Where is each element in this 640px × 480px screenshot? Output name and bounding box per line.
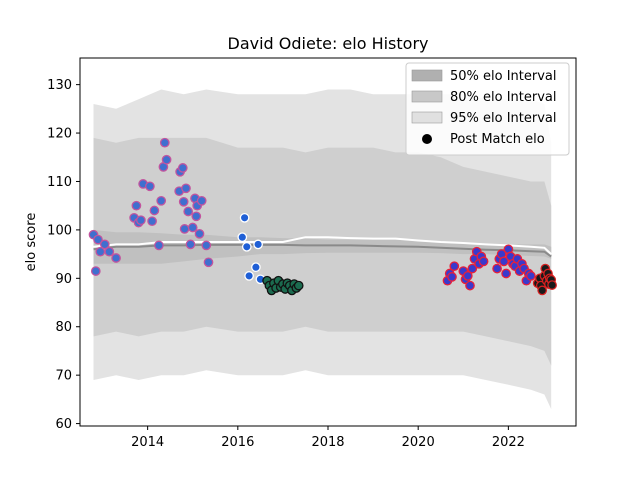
data-point [159, 137, 170, 148]
data-point [93, 234, 103, 245]
y-axis-title: elo score [24, 213, 39, 272]
data-point [241, 241, 252, 252]
data-point [251, 262, 261, 273]
y-tick-label: 90 [55, 272, 72, 287]
legend-label: 95% elo Interval [450, 111, 557, 126]
data-point [181, 183, 191, 194]
legend-marker [422, 134, 432, 144]
legend-box [405, 62, 570, 156]
y-tick-label: 120 [47, 127, 72, 142]
data-point [161, 154, 172, 165]
y-tick-label: 60 [55, 417, 72, 432]
data-point [111, 253, 121, 263]
x-tick-label: 2018 [311, 435, 344, 450]
data-point [178, 196, 189, 207]
data-point [492, 263, 502, 274]
x-tick-label: 2016 [221, 435, 254, 450]
data-point [191, 211, 202, 222]
data-point [187, 222, 198, 233]
data-point [196, 195, 207, 206]
y-tick-label: 70 [55, 369, 72, 384]
data-point [177, 163, 188, 173]
data-point [185, 239, 196, 250]
data-point [99, 239, 110, 250]
data-point [201, 240, 212, 251]
legend-label: 80% elo Interval [450, 90, 557, 105]
data-point [104, 246, 115, 257]
white-line [93, 236, 552, 255]
data-point [156, 195, 167, 206]
data-point [547, 280, 557, 290]
data-point [478, 256, 489, 267]
gray-line [93, 243, 552, 258]
chart-title: David Odiete: elo History [228, 34, 429, 53]
y-tick-label: 80 [55, 320, 72, 335]
data-point [90, 266, 101, 276]
interval-bands [93, 89, 552, 410]
data-point [183, 206, 194, 217]
legend-swatch [411, 111, 443, 124]
data-point [194, 228, 205, 239]
data-point [447, 272, 457, 282]
data-point [501, 268, 511, 279]
data-point [293, 280, 304, 291]
x-tick-label: 2020 [402, 435, 435, 450]
data-point [145, 181, 155, 192]
x-axis: 2014 2016 2018 2020 2022 [131, 426, 525, 450]
data-point [526, 271, 536, 281]
legend-label: Post Match elo [450, 132, 545, 147]
data-point [154, 240, 164, 251]
data-point [467, 263, 478, 274]
data-point [203, 257, 214, 268]
legend: 50% elo Interval 80% elo Interval 95% elo … [405, 62, 570, 156]
legend-label: 50% elo Interval [450, 69, 557, 84]
y-tick-label: 110 [47, 175, 72, 190]
data-point [147, 216, 157, 227]
data-point [253, 239, 263, 250]
data-point [462, 271, 473, 281]
data-point [449, 261, 460, 272]
data-point [537, 285, 548, 296]
band-50 [93, 229, 552, 264]
data-point [499, 256, 509, 267]
data-point [244, 271, 254, 281]
y-tick-label: 130 [47, 78, 72, 93]
data-point [131, 200, 142, 211]
data-point [239, 212, 250, 223]
y-tick-label: 100 [47, 223, 72, 238]
x-tick-label: 2014 [131, 435, 164, 450]
data-point [149, 205, 160, 216]
legend-swatch [411, 90, 443, 103]
data-point [179, 224, 190, 234]
rating-lines [93, 236, 552, 258]
legend-swatch [411, 69, 443, 82]
data-point [465, 280, 475, 291]
post-match-points [88, 137, 557, 296]
x-tick-label: 2022 [492, 435, 525, 450]
data-point [136, 215, 146, 226]
data-point [237, 232, 248, 243]
y-axis: 60 70 80 90 100 110 120 130 [47, 78, 80, 432]
